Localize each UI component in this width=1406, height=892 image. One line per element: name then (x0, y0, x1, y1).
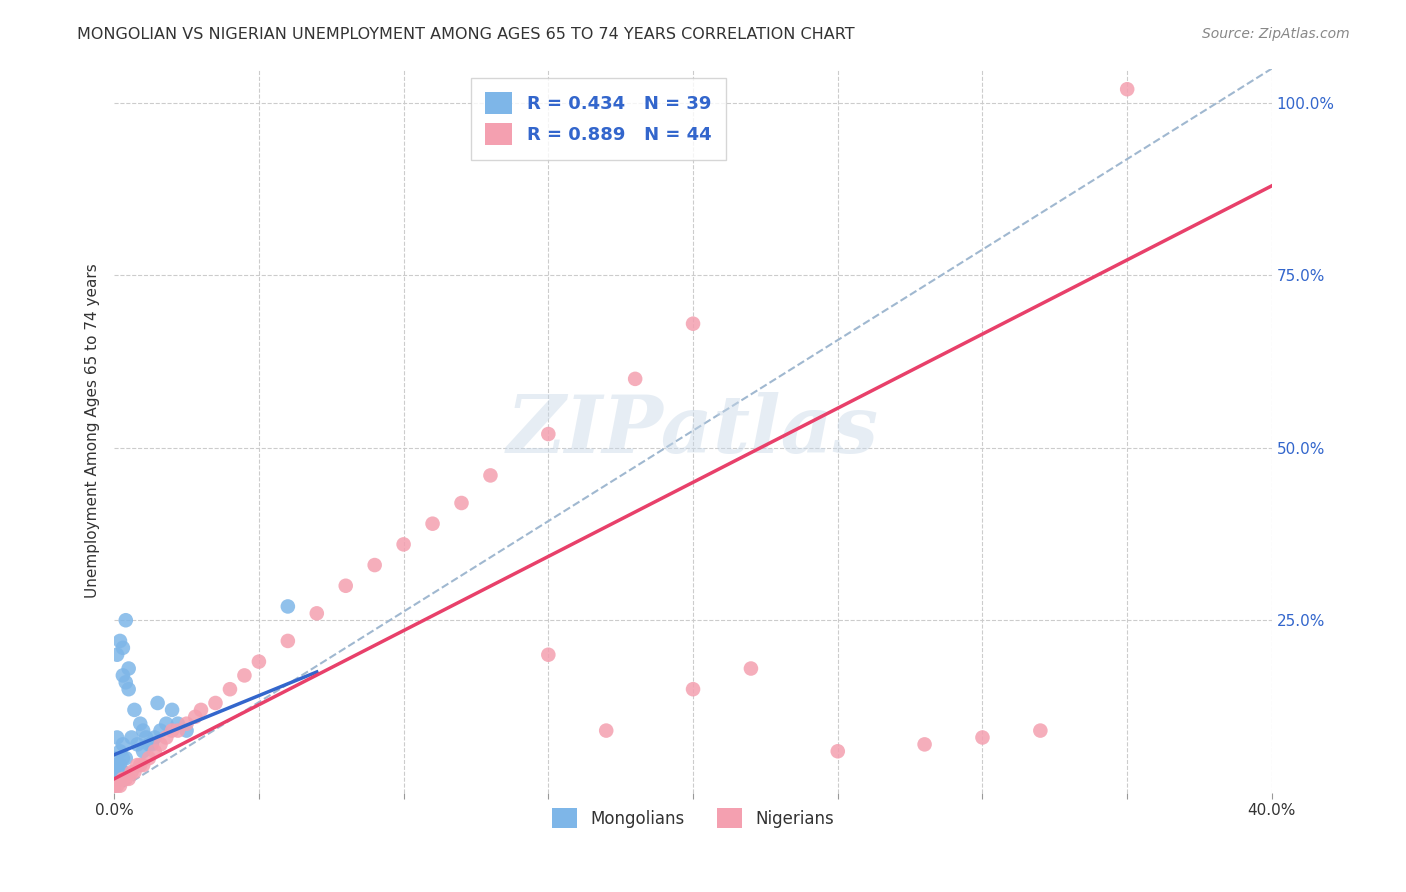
Point (111, 738, 134, 752)
Point (247, 655, 270, 669)
Point (149, 723, 172, 738)
Point (155, 731, 177, 745)
Point (537, 427, 560, 442)
Point (143, 744, 166, 758)
Point (121, 731, 143, 745)
Point (108, 772, 131, 786)
Point (682, 682, 704, 697)
Point (740, 661, 762, 675)
Point (190, 703, 212, 717)
Point (111, 640, 134, 655)
Point (595, 723, 617, 738)
Y-axis label: Unemployment Among Ages 65 to 74 years: Unemployment Among Ages 65 to 74 years (86, 263, 100, 598)
Point (111, 772, 134, 786)
Point (335, 579, 357, 593)
Point (105, 758, 128, 772)
Point (138, 751, 160, 765)
Point (105, 764, 128, 779)
Point (135, 731, 157, 745)
Point (114, 613, 136, 627)
Point (624, 372, 647, 386)
Point (143, 731, 166, 745)
Point (219, 682, 242, 697)
Point (149, 738, 172, 752)
Point (141, 738, 163, 752)
Point (129, 716, 152, 731)
Point (277, 634, 299, 648)
Point (233, 668, 256, 682)
Point (108, 779, 131, 793)
Point (146, 696, 169, 710)
Point (422, 516, 444, 531)
Point (1029, 723, 1052, 738)
Point (392, 537, 415, 551)
Point (105, 648, 128, 662)
Point (160, 703, 183, 717)
Point (1116, 82, 1139, 96)
Point (103, 751, 125, 765)
Point (305, 607, 328, 621)
Point (132, 723, 155, 738)
Text: MONGOLIAN VS NIGERIAN UNEMPLOYMENT AMONG AGES 65 TO 74 YEARS CORRELATION CHART: MONGOLIAN VS NIGERIAN UNEMPLOYMENT AMONG… (77, 27, 855, 42)
Point (105, 731, 128, 745)
Point (167, 723, 190, 738)
Point (108, 634, 131, 648)
Point (914, 738, 936, 752)
Point (127, 738, 149, 752)
Point (277, 599, 299, 614)
Point (103, 758, 125, 772)
Point (155, 716, 177, 731)
Point (108, 758, 131, 772)
Point (972, 731, 994, 745)
Point (167, 716, 190, 731)
Point (111, 668, 134, 682)
Point (450, 496, 472, 510)
Point (176, 723, 198, 738)
Point (132, 744, 155, 758)
Point (111, 764, 134, 779)
Point (682, 317, 704, 331)
Legend: Mongolians, Nigerians: Mongolians, Nigerians (546, 801, 841, 835)
Point (124, 764, 146, 779)
Point (105, 772, 128, 786)
Point (114, 675, 136, 690)
Point (204, 696, 226, 710)
Point (124, 703, 146, 717)
Point (118, 772, 141, 786)
Point (108, 744, 131, 758)
Point (160, 723, 183, 738)
Point (176, 716, 198, 731)
Point (127, 758, 149, 772)
Point (363, 558, 385, 572)
Point (121, 764, 143, 779)
Point (132, 758, 155, 772)
Point (118, 682, 141, 697)
Point (114, 772, 136, 786)
Point (103, 764, 125, 779)
Point (103, 779, 125, 793)
Text: Source: ZipAtlas.com: Source: ZipAtlas.com (1202, 27, 1350, 41)
Point (479, 468, 502, 483)
Point (827, 744, 849, 758)
Point (114, 751, 136, 765)
Point (118, 661, 141, 675)
Point (184, 710, 207, 724)
Text: ZIPatlas: ZIPatlas (508, 392, 879, 469)
Point (129, 758, 152, 772)
Point (111, 751, 134, 765)
Point (537, 648, 560, 662)
Point (138, 738, 160, 752)
Point (105, 779, 128, 793)
